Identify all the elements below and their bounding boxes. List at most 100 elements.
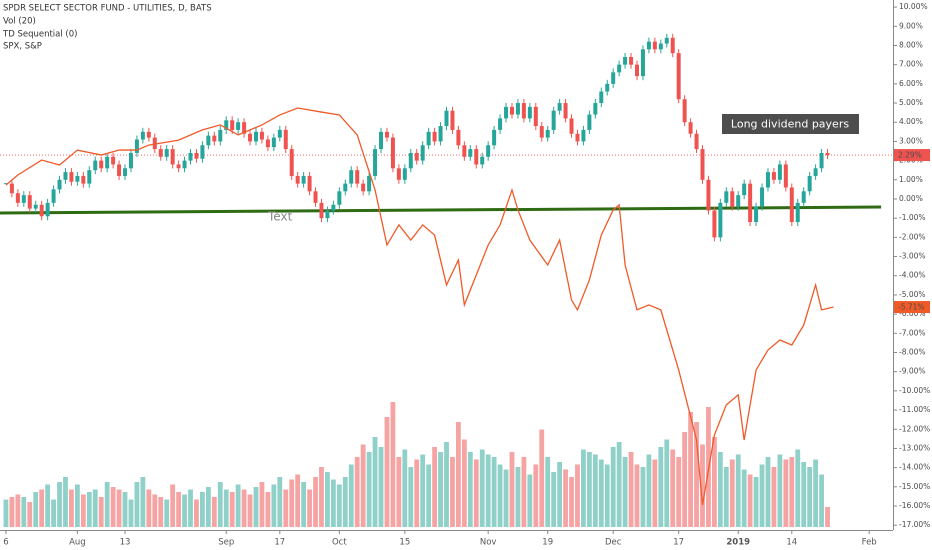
volume-bar [342, 477, 348, 527]
volume-bar [592, 454, 598, 527]
y-tick-label: -3.00% [899, 252, 926, 261]
candle [498, 118, 503, 130]
candle [557, 103, 562, 111]
candle [39, 204, 44, 217]
volume-bar [658, 447, 664, 527]
price-tag [894, 149, 930, 162]
candle [9, 183, 14, 194]
volume-bar [551, 472, 557, 527]
volume-bar [509, 452, 515, 527]
volume-bar [497, 464, 503, 527]
candle [325, 210, 330, 219]
candle [337, 191, 342, 205]
candle [682, 99, 687, 123]
volume-bar [688, 412, 693, 527]
candle [313, 191, 318, 203]
volume-bar [491, 457, 497, 527]
candle [777, 164, 782, 180]
candle [688, 122, 693, 134]
candle [331, 204, 336, 211]
volume-bar [682, 432, 688, 527]
volume-bar [116, 489, 122, 527]
candle [706, 179, 711, 211]
candle [456, 129, 461, 146]
candle [379, 131, 384, 150]
candle [587, 114, 592, 130]
volume-bar [372, 437, 378, 527]
candle [301, 175, 306, 184]
y-tick-label: -6.00% [899, 309, 926, 318]
volume-bar [295, 474, 301, 527]
volume-bar [676, 457, 682, 527]
candle [724, 191, 729, 203]
candle [206, 135, 211, 146]
candle [253, 131, 258, 142]
candle [676, 53, 681, 100]
candle [545, 129, 550, 138]
candle [27, 195, 32, 209]
volume-bar [325, 472, 330, 527]
y-tick-label: -13.00% [899, 443, 930, 452]
x-tick-label: 15 [399, 538, 410, 548]
volume-bar [420, 454, 426, 527]
candle [218, 129, 223, 142]
volume-bar [146, 489, 152, 527]
candle [694, 133, 699, 150]
volume-bar [712, 437, 717, 527]
candle [795, 202, 800, 223]
candle [230, 120, 235, 130]
volume-bar [753, 477, 759, 527]
candle [652, 41, 657, 50]
price-tag [894, 301, 930, 314]
candle [617, 64, 622, 73]
volume-bar [229, 492, 235, 527]
volume-bar [110, 487, 116, 527]
candle [45, 202, 50, 217]
volume-bar [694, 422, 699, 527]
candle [384, 131, 389, 138]
candle [212, 135, 217, 142]
y-tick-label: 4.00% [899, 117, 923, 126]
candle [664, 37, 669, 44]
candle [51, 189, 56, 203]
volume-bar [539, 429, 545, 527]
volume-bar [807, 467, 813, 527]
candle [265, 139, 270, 148]
y-tick-label: 6.00% [899, 79, 923, 88]
volume-bar [432, 447, 437, 527]
y-tick-label: -16.00% [899, 501, 930, 510]
candle [188, 152, 193, 161]
volume-bar [735, 454, 741, 527]
volume-bar [235, 484, 241, 527]
volume-bar [581, 449, 586, 527]
volume-bar [634, 464, 640, 527]
candle [75, 175, 80, 182]
candle [277, 129, 282, 138]
volume-bar [700, 444, 705, 527]
candle [194, 152, 199, 159]
volume-bar [122, 492, 128, 527]
candle [164, 149, 169, 157]
candle [623, 56, 628, 65]
volume-bar [789, 457, 795, 527]
candle [105, 156, 110, 169]
volume-bar [158, 497, 164, 527]
comparison-line [5, 107, 834, 506]
y-tick-label: 7.00% [899, 60, 923, 69]
volume-bar [402, 449, 408, 527]
candle [760, 187, 765, 207]
candle [134, 139, 139, 153]
candle [140, 131, 145, 140]
candle [146, 131, 151, 138]
annotation-box [722, 114, 859, 134]
volume-bar [253, 487, 259, 527]
volume-bar [319, 467, 324, 527]
volume-bar [503, 469, 509, 527]
volume-bar [485, 454, 491, 527]
candle [515, 103, 520, 115]
candle [81, 175, 86, 184]
candle [468, 149, 473, 157]
volume-bar [259, 482, 265, 527]
candle [426, 131, 431, 146]
